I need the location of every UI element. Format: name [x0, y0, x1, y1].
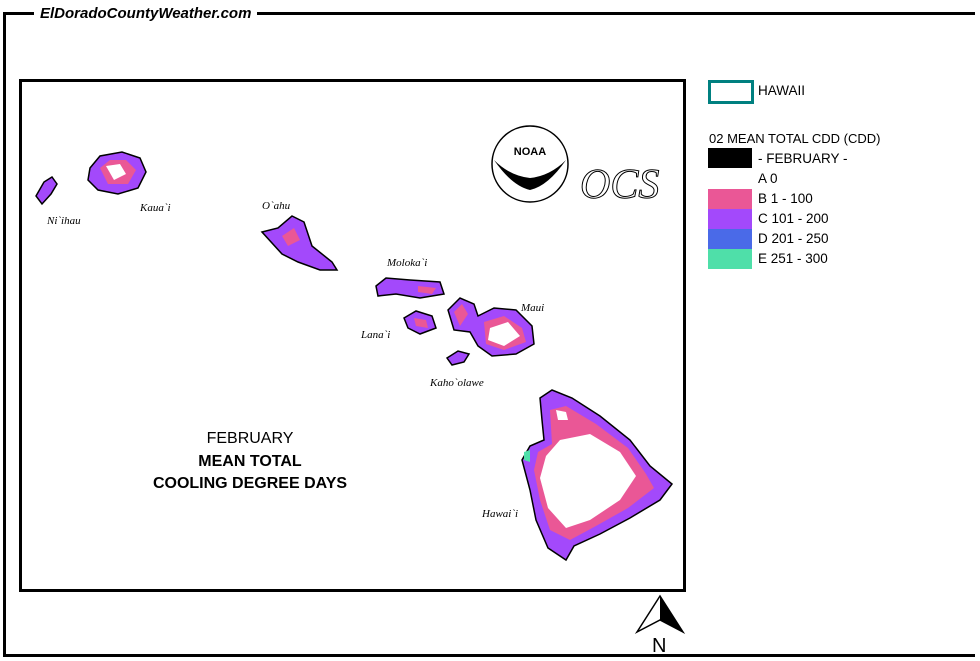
- ocs-logo: OCS: [580, 162, 659, 208]
- label-kauai: Kaua`i: [140, 202, 171, 214]
- legend-class-a: A 0: [758, 171, 778, 186]
- legend-swatch-d: [708, 229, 752, 249]
- label-oahu: O`ahu: [262, 200, 291, 212]
- page-frame: [3, 12, 975, 657]
- north-label: N: [652, 635, 666, 657]
- legend-period: - FEBRUARY -: [758, 151, 848, 166]
- legend-heading: 02 MEAN TOTAL CDD (CDD): [709, 131, 881, 146]
- legend-boundary-swatch: [708, 80, 754, 104]
- label-hawaii: Hawai`i: [482, 508, 519, 520]
- legend-period-swatch: [708, 148, 752, 168]
- island-kahoolawe: [445, 350, 471, 366]
- noaa-logo: NOAA: [491, 125, 569, 203]
- island-oahu: [260, 215, 339, 271]
- legend-class-e: E 251 - 300: [758, 251, 828, 266]
- label-maui: Maui: [521, 302, 545, 314]
- noaa-text: NOAA: [514, 146, 546, 158]
- legend-class-b: B 1 - 100: [758, 191, 813, 206]
- legend-class-d: D 201 - 250: [758, 231, 829, 246]
- label-molokai: Moloka`i: [387, 257, 428, 269]
- map-frame: [19, 79, 686, 592]
- legend-boundary-label: HAWAII: [758, 83, 805, 98]
- map-title: FEBRUARY MEAN TOTAL COOLING DEGREE DAYS: [120, 427, 380, 495]
- legend-swatch-b: [708, 189, 752, 209]
- title-line2: MEAN TOTAL: [198, 453, 302, 470]
- legend-class-c: C 101 - 200: [758, 211, 829, 226]
- label-kahoolawe: Kaho`olawe: [430, 377, 484, 389]
- title-line3: COOLING DEGREE DAYS: [152, 475, 348, 492]
- label-lanai: Lana`i: [361, 329, 391, 341]
- legend-swatch-e: [708, 249, 752, 269]
- label-niihau: Ni`ihau: [47, 215, 81, 227]
- island-niihau: [35, 175, 58, 206]
- title-month: FEBRUARY: [206, 430, 294, 447]
- north-arrow-icon: [634, 594, 686, 634]
- legend-swatch-c: [708, 209, 752, 229]
- site-title: ElDoradoCountyWeather.com: [34, 5, 258, 22]
